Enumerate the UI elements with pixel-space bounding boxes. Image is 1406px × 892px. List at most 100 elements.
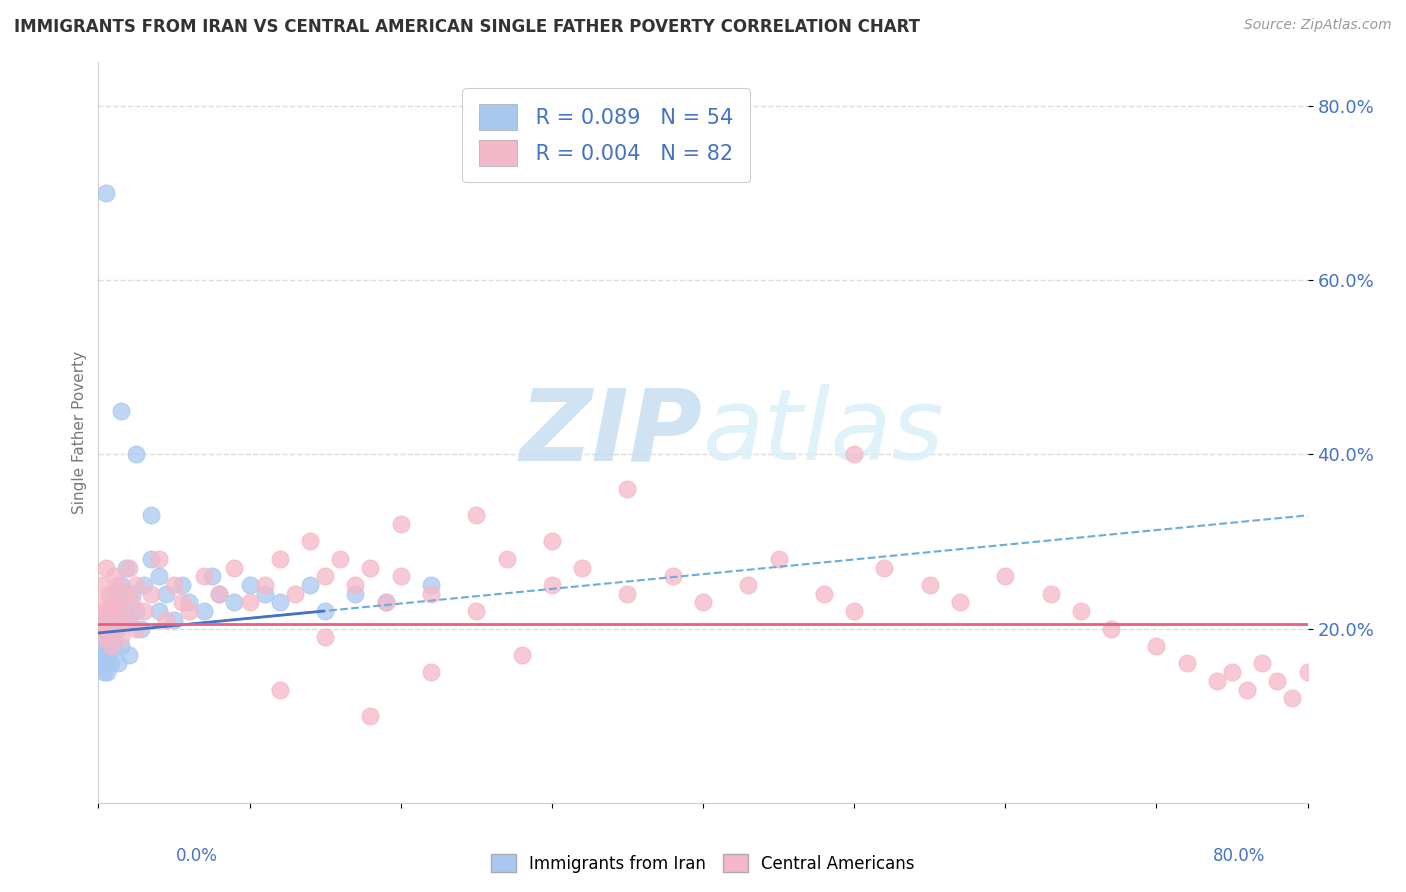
Point — [141, 552, 163, 566]
Text: ZIP: ZIP — [520, 384, 703, 481]
Point — [737, 578, 759, 592]
Point — [1267, 673, 1289, 688]
Point — [91, 630, 114, 644]
Point — [661, 569, 683, 583]
Point — [170, 595, 193, 609]
Point — [374, 595, 396, 609]
Point — [121, 595, 143, 609]
Point — [118, 613, 141, 627]
Text: 0.0%: 0.0% — [176, 847, 218, 865]
Point — [844, 604, 866, 618]
Point — [540, 534, 562, 549]
Point — [314, 569, 336, 583]
Point — [170, 578, 193, 592]
Point — [96, 630, 118, 644]
Point — [1236, 682, 1258, 697]
Point — [224, 595, 246, 609]
Point — [269, 682, 291, 697]
Point — [269, 595, 291, 609]
Point — [108, 595, 131, 609]
Point — [118, 648, 141, 662]
Point — [389, 517, 412, 532]
Text: Source: ZipAtlas.com: Source: ZipAtlas.com — [1244, 18, 1392, 32]
Point — [103, 569, 125, 583]
Point — [1039, 587, 1062, 601]
Point — [105, 622, 128, 636]
Point — [692, 595, 714, 609]
Point — [163, 578, 186, 592]
Point — [844, 447, 866, 461]
Point — [112, 604, 135, 618]
Point — [994, 569, 1017, 583]
Point — [201, 569, 224, 583]
Point — [94, 622, 117, 636]
Point — [918, 578, 941, 592]
Point — [420, 578, 443, 592]
Point — [118, 613, 141, 627]
Point — [155, 613, 177, 627]
Point — [1281, 691, 1303, 706]
Point — [768, 552, 790, 566]
Text: atlas: atlas — [703, 384, 945, 481]
Point — [949, 595, 972, 609]
Point — [94, 648, 117, 662]
Text: 80.0%: 80.0% — [1213, 847, 1265, 865]
Point — [94, 604, 117, 618]
Point — [269, 552, 291, 566]
Point — [1070, 604, 1092, 618]
Text: IMMIGRANTS FROM IRAN VS CENTRAL AMERICAN SINGLE FATHER POVERTY CORRELATION CHART: IMMIGRANTS FROM IRAN VS CENTRAL AMERICAN… — [14, 18, 920, 36]
Point — [1146, 639, 1168, 653]
Point — [90, 630, 112, 644]
Point — [94, 560, 117, 574]
Point — [344, 587, 367, 601]
Point — [148, 604, 170, 618]
Point — [96, 622, 118, 636]
Point — [253, 578, 276, 592]
Point — [148, 552, 170, 566]
Point — [155, 587, 177, 601]
Point — [125, 604, 148, 618]
Point — [208, 587, 231, 601]
Point — [129, 622, 152, 636]
Point — [141, 587, 163, 601]
Point — [141, 508, 163, 523]
Point — [93, 665, 115, 680]
Point — [360, 708, 382, 723]
Point — [110, 630, 132, 644]
Point — [179, 595, 201, 609]
Point — [465, 508, 488, 523]
Point — [571, 560, 593, 574]
Point — [104, 604, 127, 618]
Point — [1251, 657, 1274, 671]
Point — [420, 587, 443, 601]
Point — [98, 587, 121, 601]
Point — [93, 613, 115, 627]
Point — [360, 560, 382, 574]
Point — [98, 613, 121, 627]
Point — [107, 657, 129, 671]
Point — [1175, 657, 1198, 671]
Point — [132, 578, 155, 592]
Point — [179, 604, 201, 618]
Point — [224, 560, 246, 574]
Point — [420, 665, 443, 680]
Point — [103, 587, 125, 601]
Point — [114, 560, 136, 574]
Point — [101, 604, 124, 618]
Point — [239, 578, 262, 592]
Point — [110, 404, 132, 418]
Point — [112, 587, 135, 601]
Point — [1206, 673, 1229, 688]
Point — [100, 639, 122, 653]
Point — [329, 552, 352, 566]
Point — [107, 578, 129, 592]
Point — [193, 569, 215, 583]
Point — [813, 587, 835, 601]
Point — [616, 482, 638, 496]
Point — [1099, 622, 1122, 636]
Legend: Immigrants from Iran, Central Americans: Immigrants from Iran, Central Americans — [485, 847, 921, 880]
Point — [510, 648, 533, 662]
Point — [148, 569, 170, 583]
Point — [104, 595, 127, 609]
Point — [299, 534, 322, 549]
